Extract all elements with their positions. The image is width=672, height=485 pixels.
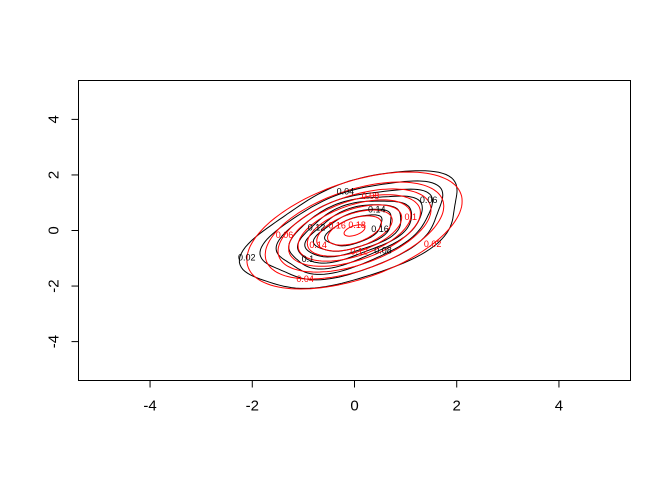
- contour-label: 0.16: [371, 224, 389, 234]
- contour-label: 0.12: [308, 223, 326, 233]
- contour-label: 0.02: [424, 239, 442, 249]
- contour-line: [264, 181, 445, 280]
- y-axis: -4 -2 0 2 4: [46, 115, 79, 348]
- contour-label: 0.14: [309, 240, 327, 250]
- x-tick-label: 2: [453, 398, 461, 415]
- y-tick-label: 4: [46, 115, 63, 123]
- x-tick-label: -4: [143, 398, 156, 415]
- y-tick-label: 0: [46, 226, 63, 234]
- contour-series: [246, 171, 463, 290]
- contour-label: 0.1: [302, 254, 315, 264]
- contour-label: 0.14: [368, 205, 386, 215]
- contour-line: [297, 199, 412, 262]
- contour-line: [246, 171, 463, 290]
- contour-line: [259, 180, 444, 281]
- contour-line: [275, 188, 434, 275]
- contour-line: [297, 200, 412, 264]
- contour-label: 0.06: [420, 195, 438, 205]
- contour-label: 0.1: [404, 212, 417, 222]
- contour-label: 0.02: [238, 253, 256, 263]
- contour-line: [327, 215, 382, 246]
- contour-label: 0.04: [296, 274, 314, 284]
- contour-line: [277, 188, 432, 273]
- contour-label: 0.08: [374, 245, 392, 255]
- contour-line: [343, 224, 366, 237]
- contour-labels: 0.180.16 0.160.140.140.120.120.10.10.080.…: [238, 187, 441, 284]
- x-tick-label: 0: [350, 398, 358, 415]
- contour-label: 0.16: [328, 221, 346, 231]
- contour-label: 0.18: [348, 220, 366, 230]
- x-axis: -4 -2 0 2 4: [143, 380, 563, 415]
- contour-label: 0.08: [362, 191, 380, 201]
- x-tick-label: 4: [555, 398, 563, 415]
- contour-line: [306, 204, 403, 257]
- contour-line: [304, 204, 402, 258]
- contour-label: 0.12: [350, 246, 368, 256]
- contour-lines: [238, 170, 463, 290]
- plot-box: [78, 80, 631, 381]
- contour-label: 0.04: [337, 187, 355, 197]
- y-tick-label: 2: [46, 171, 63, 179]
- y-tick-label: -4: [46, 335, 63, 348]
- contour-line: [316, 209, 393, 252]
- contour-label: 0.06: [276, 230, 294, 240]
- x-tick-label: -2: [246, 398, 259, 415]
- y-tick-label: -2: [46, 279, 63, 292]
- contour-line: [288, 194, 421, 267]
